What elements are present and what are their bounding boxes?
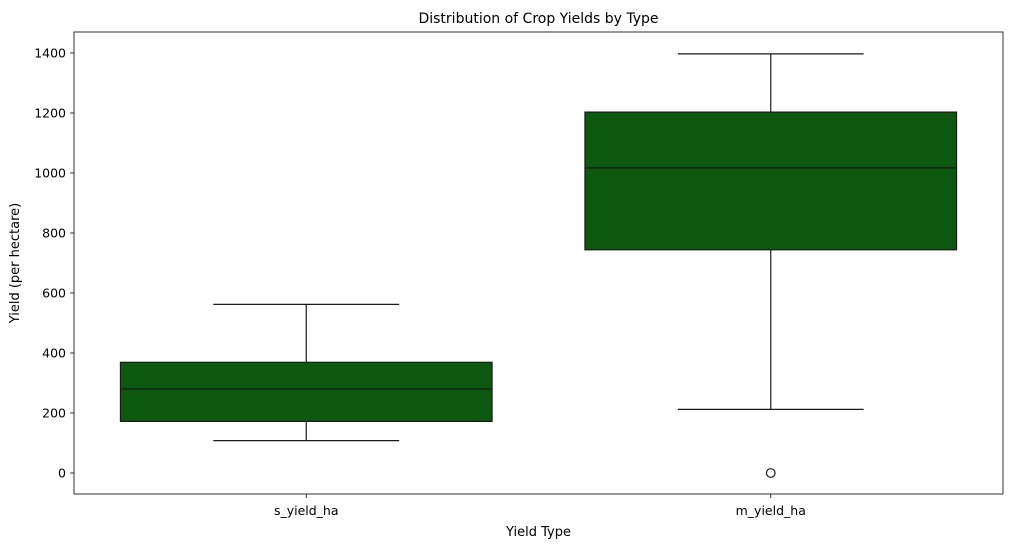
y-tick-label: 1400 xyxy=(34,46,66,61)
chart-title: Distribution of Crop Yields by Type xyxy=(418,11,658,27)
y-tick-label: 600 xyxy=(42,286,66,301)
y-tick-label: 200 xyxy=(42,406,66,421)
plot-area-frame xyxy=(73,31,1004,495)
box-m_yield_ha xyxy=(584,53,958,478)
boxes xyxy=(119,53,958,478)
y-tick-label: 0 xyxy=(58,466,66,481)
y-tick-label: 1000 xyxy=(34,166,66,181)
x-tick-label: s_yield_ha xyxy=(274,503,339,518)
outlier-point xyxy=(765,468,776,478)
iqr-box xyxy=(584,111,958,251)
y-tick-label: 800 xyxy=(42,226,66,241)
iqr-box xyxy=(119,361,493,422)
y-tick-label: 400 xyxy=(42,346,66,361)
x-axis-label: Yield Type xyxy=(505,525,571,540)
box-s_yield_ha xyxy=(119,303,493,442)
y-axis-label: Yield (per hectare) xyxy=(8,203,23,324)
x-axis: s_yield_ha m_yield_ha xyxy=(274,494,806,518)
y-axis: 0 200 400 600 800 1000 1200 1400 xyxy=(34,46,74,481)
y-tick-label: 1200 xyxy=(34,106,66,121)
x-tick-label: m_yield_ha xyxy=(736,503,806,518)
